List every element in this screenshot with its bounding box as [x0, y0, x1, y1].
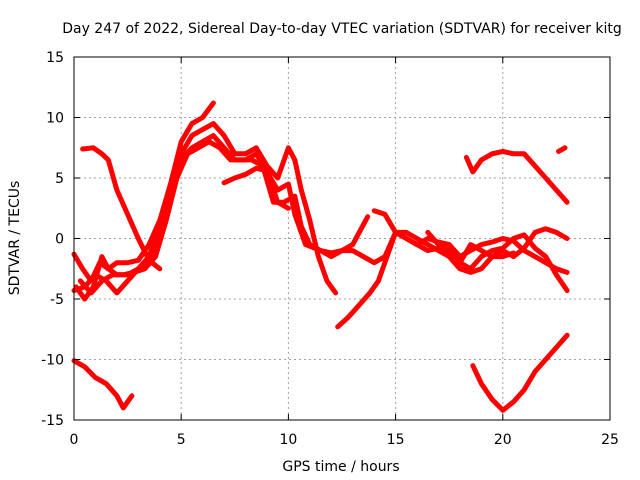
series-line-track-l [71, 358, 135, 411]
y-tick-label: 10 [46, 111, 64, 127]
x-tick-label: 5 [177, 432, 186, 448]
axis-ticks: 0 5 10 15 20 25 -15 -10 -5 0 5 10 15 [41, 50, 619, 448]
y-axis-title: SDTVAR / TECUs [7, 181, 23, 296]
x-tick-label: 25 [601, 432, 619, 448]
x-axis-title: GPS time / hours [282, 459, 399, 475]
series-line-track-j [463, 148, 570, 205]
y-tick-label: -5 [50, 292, 64, 308]
series-line-track-i [425, 229, 570, 293]
x-tick-label: 20 [494, 432, 512, 448]
series-line-track-e [77, 139, 371, 296]
series-group [71, 100, 570, 413]
y-tick-label: -10 [41, 353, 64, 369]
y-tick-label: 0 [55, 232, 64, 248]
series-line-track-m [470, 332, 570, 413]
y-tick-label: -15 [41, 413, 64, 429]
series-line-track-k [556, 145, 568, 154]
chart-title: Day 247 of 2022, Sidereal Day-to-day VTE… [62, 21, 622, 37]
series-line-track-c [71, 121, 339, 296]
x-tick-label: 10 [279, 432, 297, 448]
x-tick-label: 0 [70, 432, 79, 448]
series-line-track-h [371, 208, 570, 275]
series-line-track-f [221, 165, 291, 211]
y-tick-label: 5 [55, 171, 64, 187]
y-tick-label: 15 [46, 50, 64, 66]
x-tick-label: 15 [387, 432, 405, 448]
